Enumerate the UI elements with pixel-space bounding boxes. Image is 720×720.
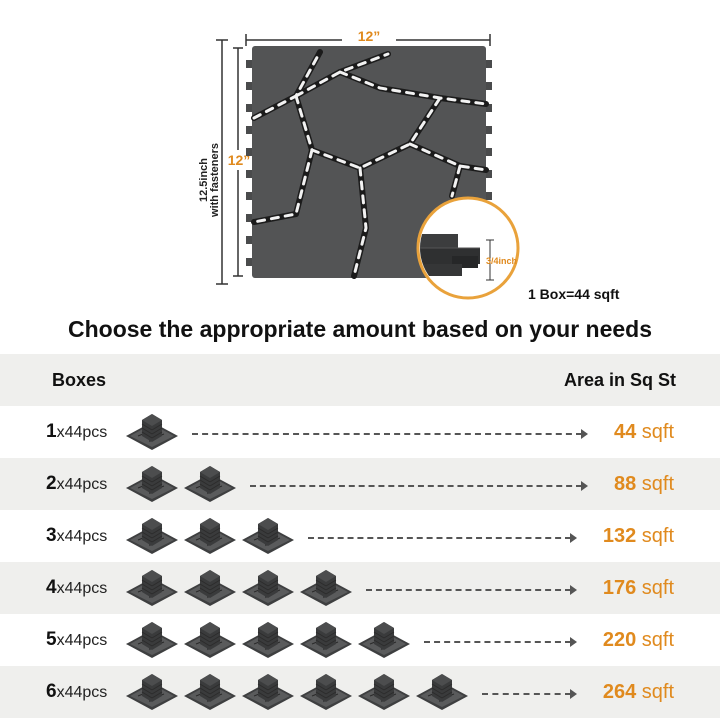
pieces-per-box: x44pcs (56, 424, 108, 441)
thickness-zoom-circle: 3/4inch (416, 196, 520, 300)
inner-height-label: 12” (228, 152, 251, 168)
pieces-per-box: x44pcs (56, 632, 108, 649)
tile-box-icon (124, 568, 180, 608)
tile-box-icon (298, 568, 354, 608)
box-count: 1 (46, 421, 57, 442)
arrow-head-icon (570, 637, 577, 647)
thickness-label: 3/4inch (486, 256, 517, 266)
box-quantity: 4x44pcs (46, 577, 107, 599)
area-value: 220 (602, 629, 637, 651)
pieces-per-box: x44pcs (56, 684, 108, 701)
tile-box-icon (124, 464, 180, 504)
table-row: 4x44pcs (0, 562, 720, 614)
box-count: 4 (46, 577, 57, 598)
box-count: 2 (46, 473, 57, 494)
arrow-head-icon (570, 533, 577, 543)
arrow-head-icon (570, 689, 577, 699)
table-row: 1x44pcs 44 sqft (0, 406, 720, 458)
arrow-head-icon (570, 585, 577, 595)
table-row: 3x44pcs (0, 510, 720, 562)
area-coverage: 132 sqft (603, 525, 674, 548)
deck-tile-diagram: 12” 12.5inch with fasteners 12” (194, 28, 520, 300)
tile-box-icon (124, 620, 180, 660)
table-row: 6x44pcs (0, 666, 720, 718)
area-coverage: 264 sqft (603, 681, 674, 704)
tile-box-icon (124, 516, 180, 556)
tile-box-icon (182, 464, 238, 504)
header-area: Area in Sq St (563, 370, 676, 390)
header-boxes: Boxes (52, 370, 107, 390)
pieces-per-box: x44pcs (56, 476, 108, 493)
area-coverage: 88 sqft (614, 473, 674, 496)
tile-box-icon (182, 516, 238, 556)
area-value: 88 (613, 473, 637, 495)
tile-box-icon (356, 672, 412, 712)
area-coverage: 176 sqft (603, 577, 674, 600)
tile-box-icon (182, 568, 238, 608)
tile-box-icon (298, 672, 354, 712)
box-quantity: 1x44pcs (46, 421, 107, 443)
area-coverage: 44 sqft (614, 421, 674, 444)
area-value: 44 (613, 421, 637, 443)
table-row: 5x44pcs (0, 614, 720, 666)
tile-box-icon (124, 672, 180, 712)
arrow-head-icon (581, 481, 588, 491)
page-headline: Choose the appropriate amount based on y… (67, 316, 653, 342)
box-coverage-note: 1 Box=44 sqft (528, 286, 620, 302)
tile-box-icon (124, 412, 180, 452)
area-unit: sqft (636, 577, 674, 599)
area-value: 176 (602, 577, 637, 599)
tile-box-icon (182, 620, 238, 660)
pieces-per-box: x44pcs (56, 528, 108, 545)
area-value: 264 (602, 681, 637, 703)
box-quantity: 3x44pcs (46, 525, 107, 547)
area-value: 132 (602, 525, 637, 547)
area-unit: sqft (636, 421, 674, 443)
tile-box-icon (240, 672, 296, 712)
leader-arrow (308, 533, 577, 543)
leader-arrow (192, 429, 588, 439)
leader-arrow (424, 637, 577, 647)
tile-box-icon (240, 516, 296, 556)
box-quantity: 2x44pcs (46, 473, 107, 495)
tile-box-icon (240, 568, 296, 608)
area-unit: sqft (636, 525, 674, 547)
tile-box-icon (298, 620, 354, 660)
area-unit: sqft (636, 473, 674, 495)
tile-box-icon (356, 620, 412, 660)
width-label: 12” (358, 28, 381, 44)
box-count: 3 (46, 525, 57, 546)
pieces-per-box: x44pcs (56, 580, 108, 597)
tile-box-icon (414, 672, 470, 712)
area-unit: sqft (636, 681, 674, 703)
area-coverage: 220 sqft (603, 629, 674, 652)
leader-arrow (366, 585, 577, 595)
box-count: 5 (46, 629, 57, 650)
leader-arrow (250, 481, 588, 491)
box-quantity: 5x44pcs (46, 629, 107, 651)
box-quantity: 6x44pcs (46, 681, 107, 703)
outer-height-label-line2: with fasteners (209, 143, 221, 218)
leader-arrow (482, 689, 577, 699)
tile-illustration: 12” 12.5inch with fasteners 12” (0, 0, 720, 310)
box-count: 6 (46, 681, 57, 702)
table-row: 2x44pcs 88 sqft (0, 458, 720, 510)
area-unit: sqft (636, 629, 674, 651)
outer-height-label-line1: 12.5inch (198, 158, 210, 202)
tile-box-icon (182, 672, 238, 712)
tile-box-icon (240, 620, 296, 660)
table-header-row: Boxes Area in Sq St (0, 354, 720, 406)
arrow-head-icon (581, 429, 588, 439)
